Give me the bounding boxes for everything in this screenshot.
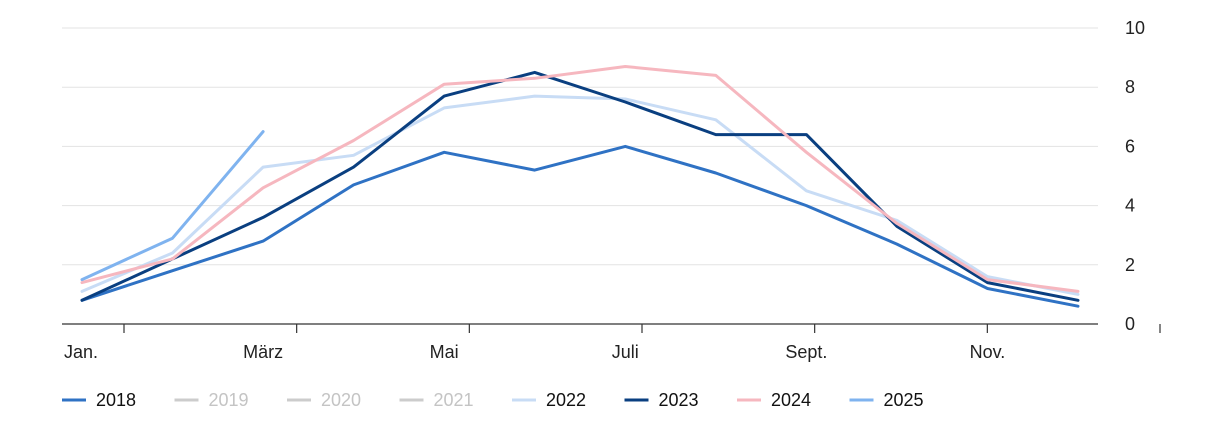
legend-label-2022: 2022 [546, 390, 586, 410]
series-lines [80, 65, 1080, 308]
series-line-2025 [80, 130, 265, 282]
y-tick-label: 2 [1125, 255, 1135, 275]
legend-label-2020: 2020 [321, 390, 361, 410]
x-axis: Jan. März Mai Juli Sept. Nov. [62, 323, 1161, 362]
x-tick-label: Mai [430, 342, 459, 362]
legend-label-2021: 2021 [434, 390, 474, 410]
y-tick-label: 10 [1125, 18, 1145, 38]
legend-label-2025: 2025 [884, 390, 924, 410]
y-axis: 0 2 4 6 8 10 [1125, 18, 1145, 334]
series-line-2022 [80, 94, 1080, 296]
y-tick-label: 8 [1125, 77, 1135, 97]
y-tick-label: 4 [1125, 196, 1135, 216]
x-tick-label: Nov. [970, 342, 1006, 362]
y-tick-label: 0 [1125, 314, 1135, 334]
x-tick-label: Jan. [64, 342, 98, 362]
series-line-2024 [80, 65, 1080, 293]
legend: 2018 2019 2020 2021 2022 2023 2024 2025 [62, 390, 924, 410]
legend-label-2018: 2018 [96, 390, 136, 410]
legend-label-2023: 2023 [659, 390, 699, 410]
x-tick-label: Juli [612, 342, 639, 362]
gridlines [62, 27, 1098, 266]
y-tick-label: 6 [1125, 136, 1135, 156]
x-tick-label: Sept. [785, 342, 827, 362]
legend-label-2019: 2019 [209, 390, 249, 410]
series-line-2023 [80, 70, 1080, 302]
series-line-2018 [80, 144, 1080, 308]
x-tick-label: März [243, 342, 283, 362]
legend-label-2024: 2024 [771, 390, 811, 410]
